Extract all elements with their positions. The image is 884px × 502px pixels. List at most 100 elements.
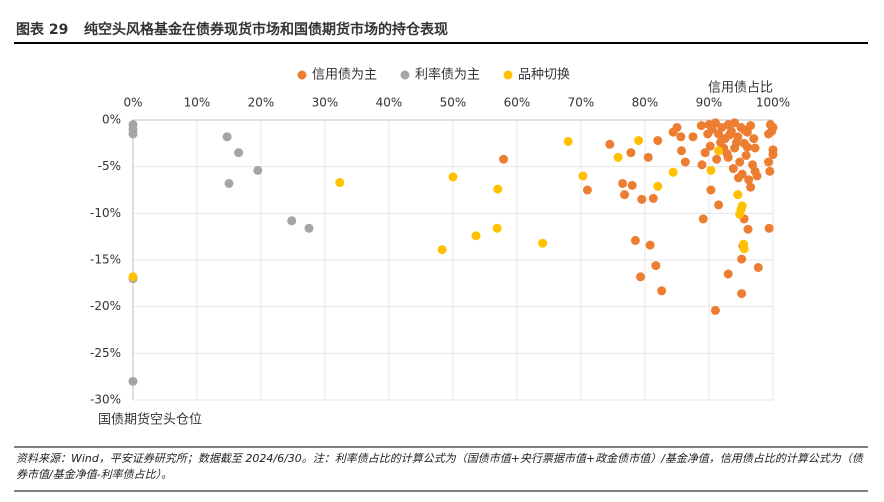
point: [764, 157, 774, 167]
point: [697, 160, 707, 170]
point: [696, 121, 706, 131]
point: [705, 141, 715, 151]
point: [437, 245, 447, 255]
point: [728, 164, 738, 174]
point: [335, 178, 345, 188]
point: [493, 184, 503, 194]
point: [730, 118, 740, 128]
point: [700, 148, 710, 158]
point: [712, 154, 722, 164]
point: [676, 146, 686, 156]
y-tick-label: -10%: [90, 206, 121, 220]
x-tick-label: 100%: [756, 96, 790, 110]
legend-label: 品种切换: [518, 68, 570, 83]
y-tick-label: -5%: [98, 159, 121, 173]
point: [448, 172, 458, 182]
point: [722, 149, 732, 159]
x-tick-label: 20%: [248, 96, 275, 110]
x-tick-label: 80%: [632, 96, 659, 110]
point: [626, 148, 636, 158]
x-tick-label: 30%: [312, 96, 339, 110]
point: [538, 238, 548, 248]
source-note: 资料来源：Wind，平安证券研究所；数据截至 2024/6/30。注：利率债占比…: [16, 452, 863, 481]
point: [768, 122, 778, 132]
point: [706, 185, 716, 195]
point: [645, 240, 655, 250]
point: [737, 201, 747, 211]
point: [732, 137, 742, 147]
point: [605, 139, 615, 149]
figure-no: 图表 29: [16, 21, 68, 38]
point: [716, 137, 726, 147]
point: [627, 180, 637, 190]
point: [740, 125, 750, 135]
y-axis-label: 国债期货空头仓位: [98, 412, 202, 428]
point: [733, 173, 743, 183]
legend-marker: [400, 70, 410, 80]
point: [710, 305, 720, 315]
x-tick-label: 90%: [696, 96, 723, 110]
point: [680, 157, 690, 167]
point: [613, 152, 623, 162]
point: [471, 231, 481, 241]
point: [651, 261, 661, 271]
point: [741, 150, 751, 160]
point: [253, 165, 263, 175]
point: [688, 132, 698, 142]
point: [578, 171, 588, 181]
x-tick-label: 70%: [568, 96, 595, 110]
point: [492, 223, 502, 233]
point: [582, 185, 592, 195]
legend-label: 利率债为主: [415, 67, 480, 83]
point: [733, 190, 743, 200]
point: [648, 193, 658, 203]
point: [618, 178, 628, 188]
point: [765, 166, 775, 176]
point: [703, 129, 713, 139]
figure-title: 纯空头风格基金在债券现货市场和国债期货市场的持仓表现: [84, 21, 448, 38]
x-tick-label: 40%: [376, 96, 403, 110]
y-tick-label: -20%: [90, 299, 121, 313]
point: [723, 269, 733, 279]
point: [630, 235, 640, 245]
x-axis-label: 信用债占比: [708, 81, 773, 96]
legend-marker: [297, 70, 307, 80]
point: [746, 182, 756, 192]
point: [643, 152, 653, 162]
point: [676, 132, 686, 142]
point: [737, 254, 747, 264]
point: [222, 132, 232, 142]
point: [735, 209, 745, 219]
point: [749, 134, 759, 144]
point: [737, 289, 747, 299]
point: [620, 190, 630, 200]
point: [637, 194, 647, 204]
point: [653, 181, 663, 191]
point: [750, 143, 760, 153]
point: [764, 129, 774, 139]
x-tick-label: 60%: [504, 96, 531, 110]
y-tick-label: -15%: [90, 253, 121, 267]
point: [224, 178, 234, 188]
point: [128, 272, 138, 282]
point: [744, 175, 754, 185]
x-tick-label: 10%: [184, 96, 211, 110]
point: [234, 148, 244, 158]
y-tick-label: -30%: [90, 393, 121, 407]
point: [753, 262, 763, 272]
point: [743, 224, 753, 234]
point: [768, 145, 778, 155]
point: [710, 118, 720, 128]
point: [735, 157, 745, 167]
point: [714, 146, 724, 156]
y-tick-label: -25%: [90, 346, 121, 360]
point: [748, 160, 758, 170]
legend-marker: [503, 70, 513, 80]
x-tick-label: 50%: [440, 96, 467, 110]
y-tick-label: 0%: [102, 113, 121, 127]
point: [128, 376, 138, 386]
point: [668, 167, 678, 177]
point: [653, 136, 663, 146]
